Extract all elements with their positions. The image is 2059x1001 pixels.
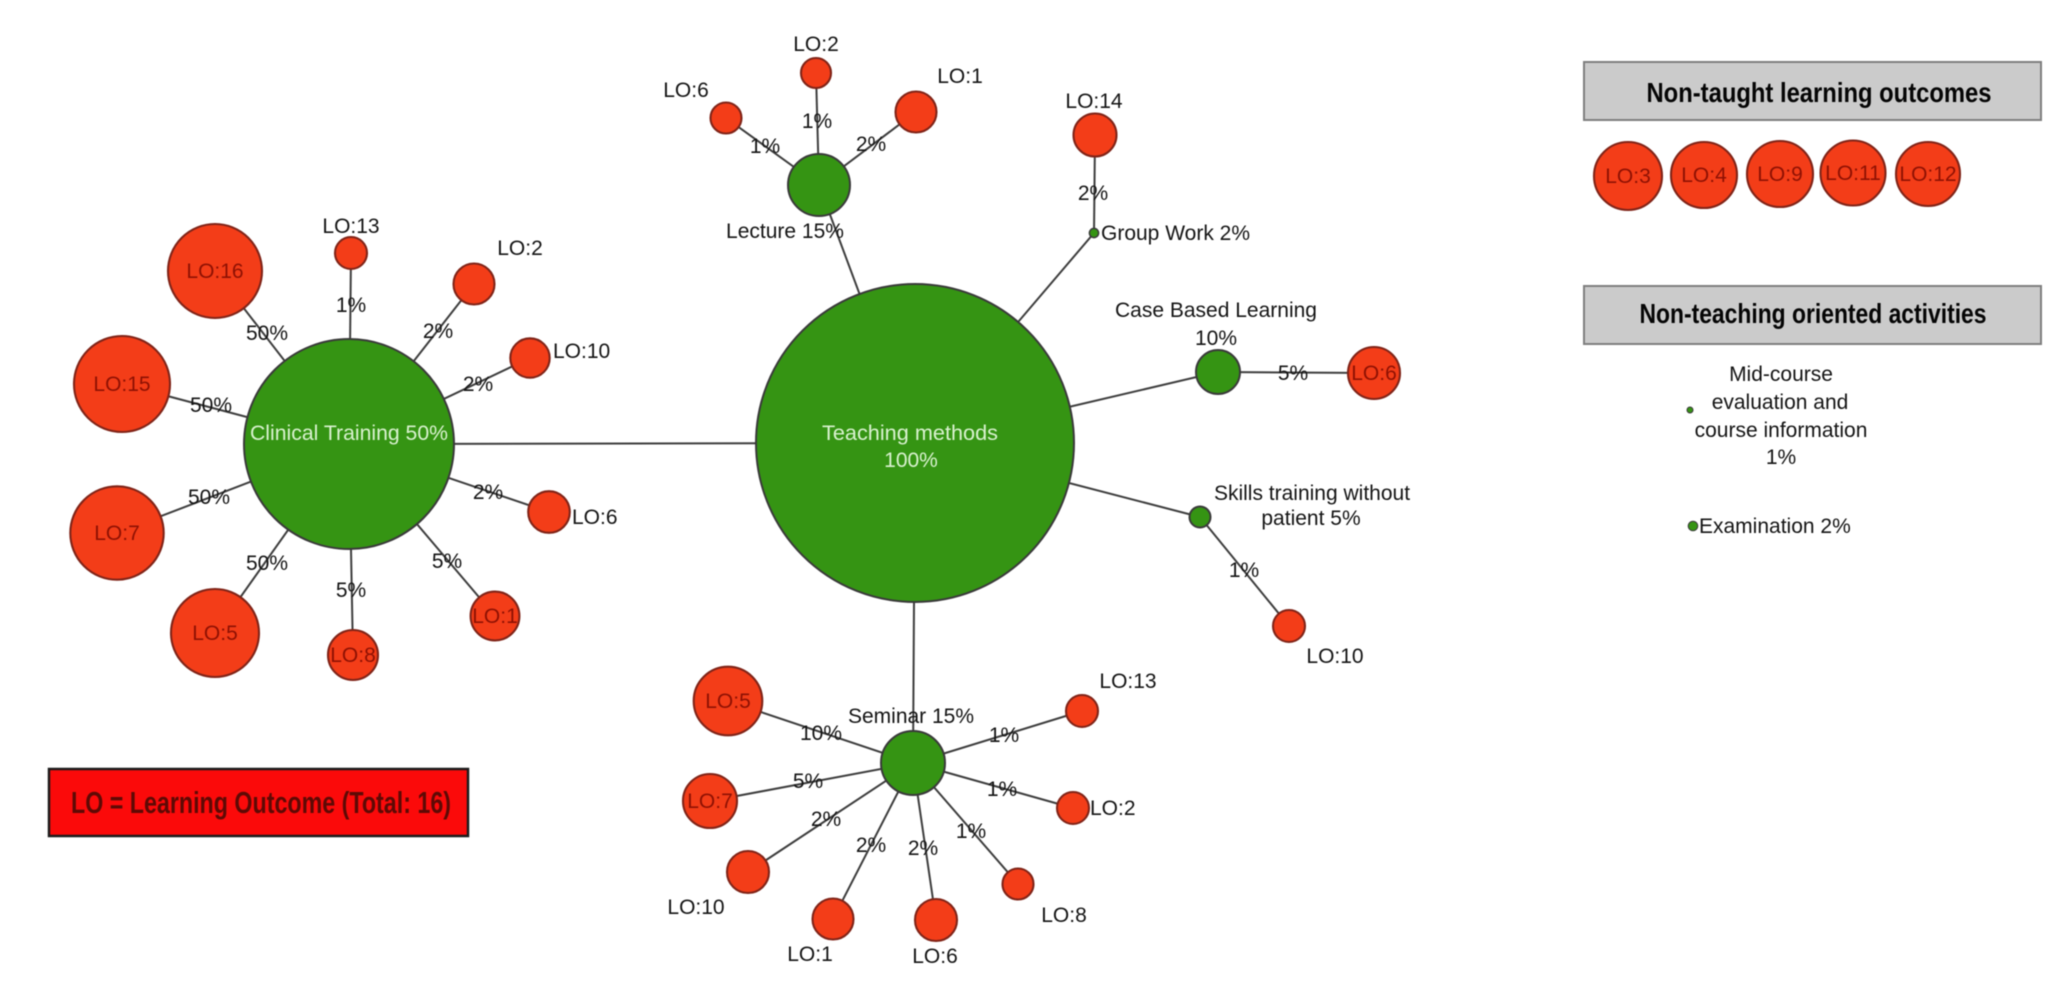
svg-text:LO:8: LO:8 (330, 644, 376, 667)
svg-text:10%: 10% (800, 722, 842, 745)
svg-text:LO:4: LO:4 (1681, 164, 1727, 187)
svg-text:LO:14: LO:14 (1065, 90, 1123, 113)
svg-text:LO:9: LO:9 (1757, 163, 1803, 186)
svg-text:Seminar 15%: Seminar 15% (848, 705, 974, 728)
svg-text:evaluation and: evaluation and (1712, 391, 1849, 414)
svg-text:2%: 2% (423, 320, 453, 343)
svg-text:Non-teaching oriented activiti: Non-teaching oriented activities (1640, 298, 1987, 329)
svg-text:1%: 1% (987, 778, 1017, 801)
svg-text:LO:10: LO:10 (1306, 645, 1363, 668)
svg-text:2%: 2% (473, 481, 503, 504)
svg-text:2%: 2% (463, 373, 493, 396)
svg-text:LO:11: LO:11 (1825, 162, 1881, 185)
svg-text:LO:1: LO:1 (472, 605, 518, 628)
svg-text:LO:10: LO:10 (667, 896, 724, 919)
svg-text:1%: 1% (802, 110, 832, 133)
svg-text:LO:3: LO:3 (1605, 165, 1651, 188)
svg-text:Skills training without: Skills training without (1214, 482, 1410, 505)
svg-text:LO:16: LO:16 (186, 260, 243, 283)
svg-text:LO:1: LO:1 (937, 65, 983, 88)
svg-text:LO:13: LO:13 (322, 215, 379, 238)
svg-text:LO:5: LO:5 (192, 622, 238, 645)
svg-text:5%: 5% (336, 579, 366, 602)
svg-text:50%: 50% (246, 552, 288, 575)
svg-text:50%: 50% (190, 394, 232, 417)
svg-text:1%: 1% (1766, 446, 1796, 469)
svg-text:LO:1: LO:1 (787, 943, 833, 966)
svg-text:Lecture 15%: Lecture 15% (726, 220, 844, 243)
svg-text:2%: 2% (908, 837, 938, 860)
svg-text:Teaching methods: Teaching methods (822, 422, 998, 445)
svg-text:50%: 50% (246, 322, 288, 345)
svg-text:LO:2: LO:2 (1090, 797, 1136, 820)
svg-text:50%: 50% (188, 486, 230, 509)
svg-text:2%: 2% (856, 834, 886, 857)
svg-text:Mid-course: Mid-course (1729, 363, 1833, 386)
svg-text:Examination 2%: Examination 2% (1699, 515, 1851, 538)
svg-text:LO:6: LO:6 (572, 506, 618, 529)
svg-text:LO:6: LO:6 (1351, 362, 1397, 385)
svg-text:LO:7: LO:7 (94, 522, 140, 545)
svg-text:2%: 2% (1078, 182, 1108, 205)
svg-text:100%: 100% (884, 449, 938, 472)
svg-text:2%: 2% (811, 808, 841, 831)
svg-text:5%: 5% (432, 550, 462, 573)
svg-text:1%: 1% (336, 294, 366, 317)
svg-text:Clinical Training 50%: Clinical Training 50% (250, 422, 448, 445)
svg-text:LO:5: LO:5 (705, 690, 751, 713)
svg-text:patient 5%: patient 5% (1261, 507, 1360, 530)
svg-text:LO:7: LO:7 (687, 790, 733, 813)
svg-text:Non-taught learning outcomes: Non-taught learning outcomes (1647, 77, 1992, 108)
svg-text:Case Based Learning: Case Based Learning (1115, 299, 1317, 322)
svg-text:course information: course information (1695, 419, 1868, 442)
svg-text:LO:12: LO:12 (1899, 163, 1956, 186)
svg-text:LO:15: LO:15 (93, 373, 150, 396)
svg-text:10%: 10% (1195, 327, 1237, 350)
svg-text:LO:2: LO:2 (793, 33, 839, 56)
svg-text:LO:6: LO:6 (663, 79, 709, 102)
svg-text:LO:6: LO:6 (912, 945, 958, 968)
svg-text:LO = Learning Outcome (Total:: LO = Learning Outcome (Total: 16) (71, 785, 451, 820)
svg-text:1%: 1% (956, 820, 986, 843)
svg-text:5%: 5% (1278, 362, 1308, 385)
svg-text:1%: 1% (1229, 559, 1259, 582)
svg-text:1%: 1% (750, 135, 780, 158)
svg-text:Group Work 2%: Group Work 2% (1101, 222, 1250, 245)
svg-text:LO:2: LO:2 (497, 237, 543, 260)
svg-text:1%: 1% (989, 724, 1019, 747)
svg-text:LO:8: LO:8 (1041, 904, 1087, 927)
svg-text:LO:10: LO:10 (553, 340, 610, 363)
svg-text:LO:13: LO:13 (1099, 670, 1156, 693)
svg-text:5%: 5% (793, 770, 823, 793)
svg-text:2%: 2% (856, 133, 886, 156)
